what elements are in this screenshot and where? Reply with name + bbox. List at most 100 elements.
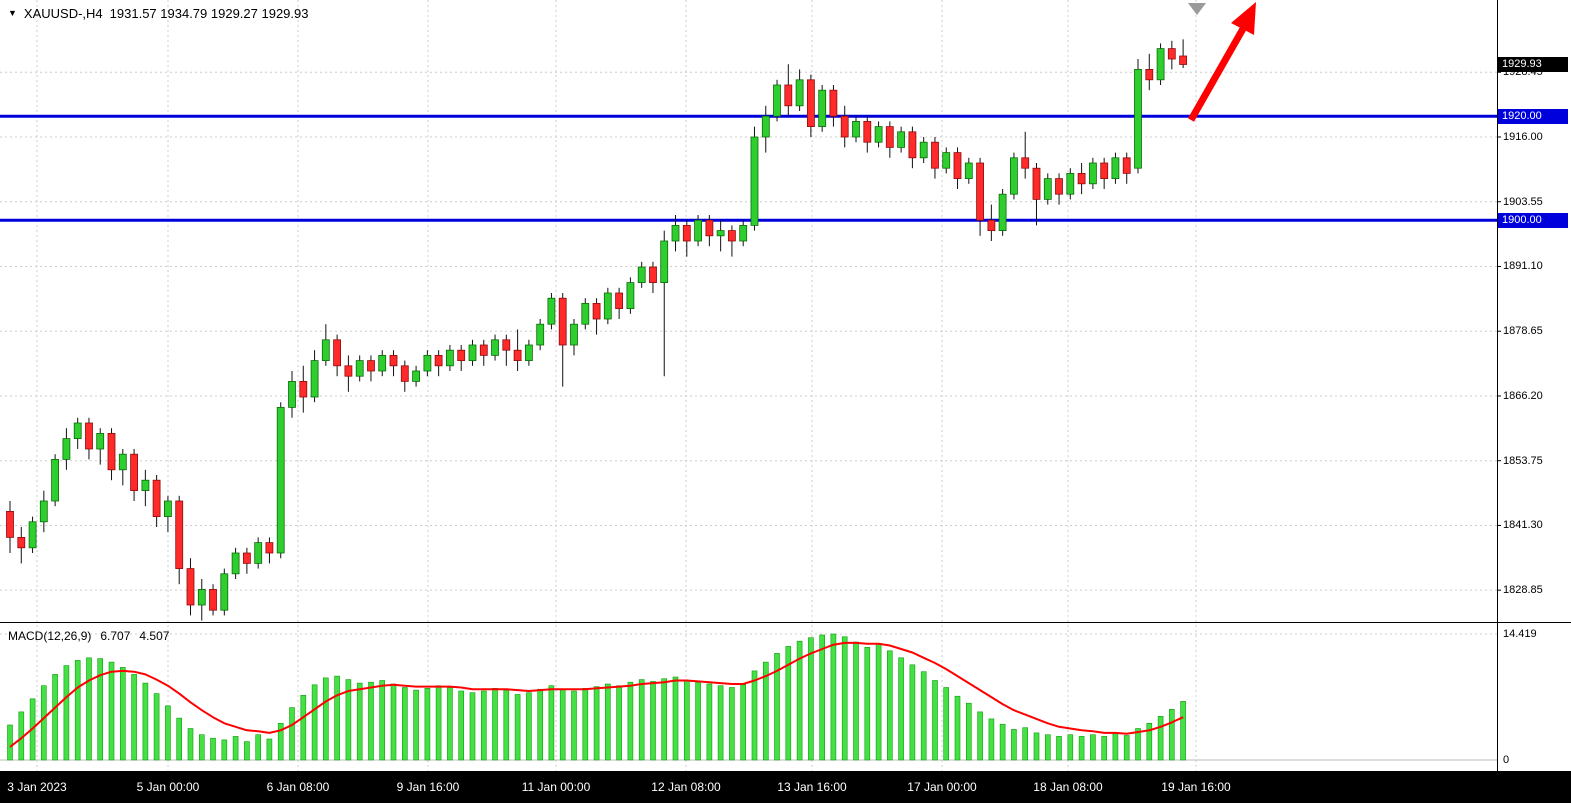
bull-candle: [547, 297, 556, 325]
macd-histogram-bar: [52, 674, 58, 761]
macd-histogram-bar: [1180, 701, 1186, 761]
bear-candle: [1122, 157, 1131, 174]
macd-histogram-bar: [638, 679, 645, 761]
bull-candle: [773, 84, 781, 117]
macd-histogram-bar: [537, 688, 544, 761]
macd-histogram-bar: [345, 679, 352, 761]
bear-candle: [175, 500, 184, 569]
macd-histogram-bar: [1078, 736, 1085, 761]
annotation-layer[interactable]: [1187, 2, 1256, 122]
bull-candle: [468, 344, 477, 362]
bear-candle: [840, 115, 849, 138]
macd-histogram-bar: [571, 690, 577, 761]
macd-histogram-bar: [153, 693, 160, 761]
time-axis-label: 13 Jan 16:00: [777, 780, 847, 794]
macd-histogram-bar: [277, 722, 284, 761]
macd-histogram-bar: [1045, 734, 1051, 761]
bull-candle: [942, 152, 951, 169]
bull-candle: [51, 458, 59, 502]
macd-histogram-bar: [751, 670, 758, 761]
bull-candle: [570, 323, 578, 346]
macd-histogram-bar: [120, 667, 126, 761]
bull-candle: [694, 219, 702, 242]
bear-candle: [434, 354, 443, 367]
bull-candle: [739, 224, 748, 242]
time-axis-label: 11 Jan 00:00: [521, 780, 591, 794]
macd-histogram-bar: [785, 646, 792, 761]
macd-histogram-bar: [672, 676, 679, 761]
macd-histogram-bar: [988, 718, 995, 761]
macd-histogram-bar: [187, 728, 194, 761]
macd-histogram-bar: [165, 705, 171, 761]
macd-histogram-bar: [368, 681, 374, 761]
macd-histogram-bar: [1146, 722, 1153, 761]
macd-histogram-bar: [695, 681, 701, 761]
bear-candle: [130, 453, 139, 492]
macd-histogram-bar: [1033, 732, 1040, 761]
macd-histogram-bar: [401, 687, 408, 761]
bear-candle: [400, 365, 409, 382]
bear-candle: [479, 344, 488, 356]
symbol-dropdown-icon[interactable]: ▼: [8, 8, 17, 18]
price-axis-label: 1878.65: [1503, 325, 1543, 338]
bear-candle: [592, 302, 601, 320]
time-axis[interactable]: 3 Jan 2023 5 Jan 00:00 6 Jan 08:00 9 Jan 16…: [0, 772, 1571, 803]
macd-histogram-bar: [74, 660, 81, 761]
bear-candle: [1167, 48, 1176, 60]
macd-histogram-bar: [413, 689, 419, 761]
time-axis-label: 9 Jan 16:00: [396, 780, 460, 794]
macd-histogram-bar: [841, 636, 848, 761]
bull-candle: [355, 360, 364, 377]
bear-candle: [1100, 162, 1109, 180]
macd-histogram-bar: [1112, 733, 1119, 761]
macd-histogram-bar: [86, 657, 92, 761]
macd-histogram-bar: [1123, 735, 1130, 761]
hline-layer[interactable]: [0, 114, 1497, 222]
bear-candle: [17, 537, 26, 549]
macd-histogram-bar: [63, 665, 70, 761]
bear-candle: [242, 552, 251, 564]
bull-candle: [626, 282, 635, 310]
bull-candle: [750, 136, 759, 226]
macd-histogram-bar: [526, 692, 532, 761]
symbol-timeframe-label: XAUUSD-,H4: [23, 6, 103, 21]
bear-candle: [829, 89, 838, 117]
bear-candle: [615, 292, 623, 310]
hline-price-badge: 1920.00: [1498, 108, 1568, 124]
macd-name: MACD(12,26,9): [8, 629, 92, 643]
bull-candle: [671, 224, 680, 242]
bull-candle: [897, 131, 905, 148]
macd-histogram-bar: [729, 687, 735, 761]
bear-candle: [1145, 69, 1154, 81]
bull-candle: [1156, 48, 1165, 81]
price-axis-label: 1916.00: [1503, 131, 1543, 143]
bear-candle: [107, 432, 116, 471]
macd-histogram-bar: [864, 646, 871, 761]
price-axis-label: 1828.85: [1503, 584, 1543, 597]
macd-histogram-bar: [1056, 736, 1062, 761]
bear-candle: [784, 84, 793, 107]
trend-arrow-head[interactable]: [1231, 2, 1256, 35]
macd-axis-zero-label: 0: [1503, 754, 1510, 766]
bear-candle: [265, 542, 274, 554]
macd-histogram-bar: [909, 664, 916, 761]
macd-histogram-bar: [334, 675, 340, 761]
bear-candle: [1021, 157, 1030, 169]
bull-candle: [1134, 69, 1142, 169]
macd-histogram-bar: [1067, 734, 1074, 761]
trend-arrow-shaft[interactable]: [1187, 25, 1248, 122]
bull-candle: [39, 500, 48, 523]
bull-candle: [118, 453, 127, 471]
macd-histogram-bar: [650, 681, 656, 761]
macd-histogram-bar: [965, 702, 972, 761]
macd-histogram-bar: [920, 671, 927, 761]
bear-candle: [513, 349, 522, 362]
macd-histogram-bar: [932, 680, 938, 761]
bear-candle: [152, 479, 161, 518]
macd-histogram-bar: [627, 681, 634, 761]
bull-candle: [288, 380, 296, 408]
macd-histogram-bar: [1157, 715, 1164, 761]
macd-histogram-bar: [774, 653, 780, 761]
